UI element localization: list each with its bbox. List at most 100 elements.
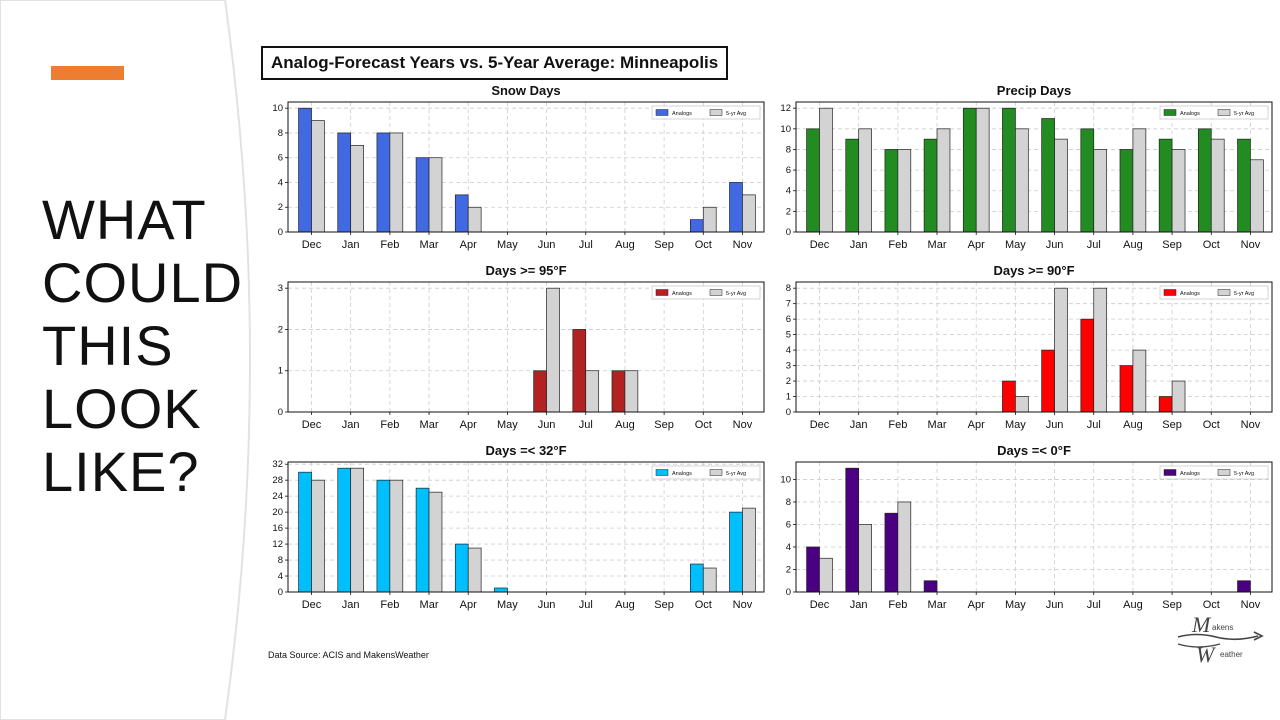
y-tick-label: 8 bbox=[786, 283, 791, 294]
bar-analogs bbox=[415, 487, 430, 593]
bar-avg bbox=[624, 370, 639, 413]
legend-swatch bbox=[1217, 289, 1231, 296]
bar-avg bbox=[897, 501, 912, 593]
y-tick-label: 4 bbox=[278, 177, 283, 188]
x-tick-label: Nov bbox=[1241, 599, 1261, 611]
y-tick-label: 4 bbox=[786, 186, 791, 197]
x-tick-label: Oct bbox=[695, 599, 712, 611]
bar-analogs bbox=[806, 546, 820, 593]
x-tick-label: Jan bbox=[850, 599, 868, 611]
x-tick-label: Jul bbox=[1087, 599, 1101, 611]
bar-analogs bbox=[454, 194, 469, 233]
bar-avg bbox=[311, 120, 325, 233]
legend-label: 5-yr Avg bbox=[726, 111, 746, 117]
x-tick-label: Apr bbox=[460, 599, 477, 611]
chart-title: Precip Days bbox=[997, 83, 1071, 98]
y-tick-label: 24 bbox=[272, 491, 283, 502]
bar-avg bbox=[585, 370, 600, 413]
x-tick-label: Jul bbox=[579, 599, 593, 611]
x-tick-label: Jan bbox=[850, 419, 868, 431]
x-tick-label: Aug bbox=[1123, 419, 1143, 431]
y-tick-label: 2 bbox=[278, 202, 283, 213]
x-tick-label: Nov bbox=[733, 419, 753, 431]
bar-avg bbox=[350, 467, 364, 593]
y-tick-label: 6 bbox=[786, 165, 791, 176]
bar-analogs bbox=[884, 149, 899, 233]
x-tick-label: Oct bbox=[1203, 599, 1220, 611]
x-tick-label: Sep bbox=[654, 419, 674, 431]
bar-analogs bbox=[923, 580, 938, 593]
y-tick-label: 0 bbox=[786, 587, 791, 598]
bar-analogs bbox=[454, 543, 469, 593]
x-tick-label: Feb bbox=[380, 599, 399, 611]
x-tick-label: Nov bbox=[1241, 419, 1261, 431]
y-tick-label: 32 bbox=[272, 459, 283, 470]
bar-analogs bbox=[1119, 365, 1134, 413]
makens-weather-logo: M akens W eather bbox=[1177, 612, 1264, 667]
x-tick-label: Dec bbox=[302, 599, 322, 611]
legend-swatch bbox=[1163, 109, 1177, 116]
chart-panel: Precip Days 0 2 4 6 8 10 12 Dec Jan Feb Mar Apr May Ju… bbox=[780, 83, 1273, 251]
logo-text-bottom: eather bbox=[1220, 650, 1243, 659]
logo-arrow bbox=[1177, 633, 1259, 641]
data-source-note: Data Source: ACIS and MakensWeather bbox=[268, 650, 429, 660]
bar-avg bbox=[1210, 138, 1225, 233]
x-tick-label: May bbox=[497, 239, 518, 251]
bar-avg bbox=[858, 128, 872, 233]
bar-avg bbox=[742, 507, 756, 593]
bar-avg bbox=[1093, 149, 1108, 233]
logo-arrowhead bbox=[1253, 631, 1264, 641]
bar-analogs bbox=[337, 467, 352, 593]
x-tick-label: Jan bbox=[342, 419, 360, 431]
chart-panel: Days =< 32°F 0 4 8 12 16 20 24 28 32 Dec Jan Feb Mar A… bbox=[272, 443, 765, 611]
bar-avg bbox=[702, 567, 717, 593]
y-tick-label: 10 bbox=[780, 474, 791, 485]
logo-text-top: akens bbox=[1212, 623, 1233, 632]
y-tick-label: 8 bbox=[278, 128, 283, 139]
bar-avg bbox=[1132, 128, 1147, 233]
legend-swatch bbox=[655, 469, 669, 476]
bar-analogs bbox=[1002, 380, 1016, 413]
plot-frame bbox=[795, 461, 1273, 593]
y-tick-label: 4 bbox=[786, 542, 791, 553]
bar-avg bbox=[1132, 349, 1147, 413]
x-tick-label: Dec bbox=[810, 599, 830, 611]
x-tick-label: Sep bbox=[1162, 239, 1182, 251]
y-tick-label: 0 bbox=[278, 227, 283, 238]
chart-title: Snow Days bbox=[491, 83, 560, 98]
plot-frame bbox=[795, 281, 1273, 413]
bar-avg bbox=[936, 128, 951, 233]
y-tick-label: 8 bbox=[786, 144, 791, 155]
legend-box bbox=[651, 285, 761, 300]
chart-title: Days =< 0°F bbox=[997, 443, 1071, 458]
y-tick-label: 10 bbox=[780, 124, 791, 135]
bar-avg bbox=[975, 107, 990, 233]
y-tick-label: 8 bbox=[786, 497, 791, 508]
x-tick-label: Dec bbox=[302, 419, 322, 431]
legend-swatch bbox=[709, 109, 723, 116]
bar-analogs bbox=[1237, 138, 1251, 233]
x-tick-label: Jul bbox=[1087, 419, 1101, 431]
x-tick-label: Aug bbox=[1123, 239, 1143, 251]
heading-line: LOOK bbox=[42, 377, 202, 440]
legend-swatch bbox=[1163, 289, 1177, 296]
y-tick-label: 10 bbox=[272, 103, 283, 114]
bar-avg bbox=[546, 287, 560, 413]
legend-label: Analogs bbox=[672, 471, 692, 477]
heading-line: COULD bbox=[42, 251, 244, 314]
bar-avg bbox=[1250, 159, 1264, 233]
heading-line: THIS bbox=[42, 314, 174, 377]
bar-avg bbox=[819, 557, 833, 593]
x-tick-label: Apr bbox=[460, 419, 477, 431]
legend-label: Analogs bbox=[672, 111, 692, 117]
bar-analogs bbox=[884, 512, 899, 593]
bar-avg bbox=[311, 479, 325, 593]
x-tick-label: May bbox=[1005, 599, 1026, 611]
bar-analogs bbox=[298, 471, 312, 593]
x-tick-label: Jun bbox=[538, 599, 556, 611]
x-tick-label: Sep bbox=[654, 239, 674, 251]
main-title: Analog-Forecast Years vs. 5-Year Average… bbox=[261, 46, 729, 80]
left-panel-shape bbox=[0, 0, 251, 720]
bar-analogs bbox=[1197, 128, 1212, 233]
bar-analogs bbox=[1002, 107, 1016, 233]
